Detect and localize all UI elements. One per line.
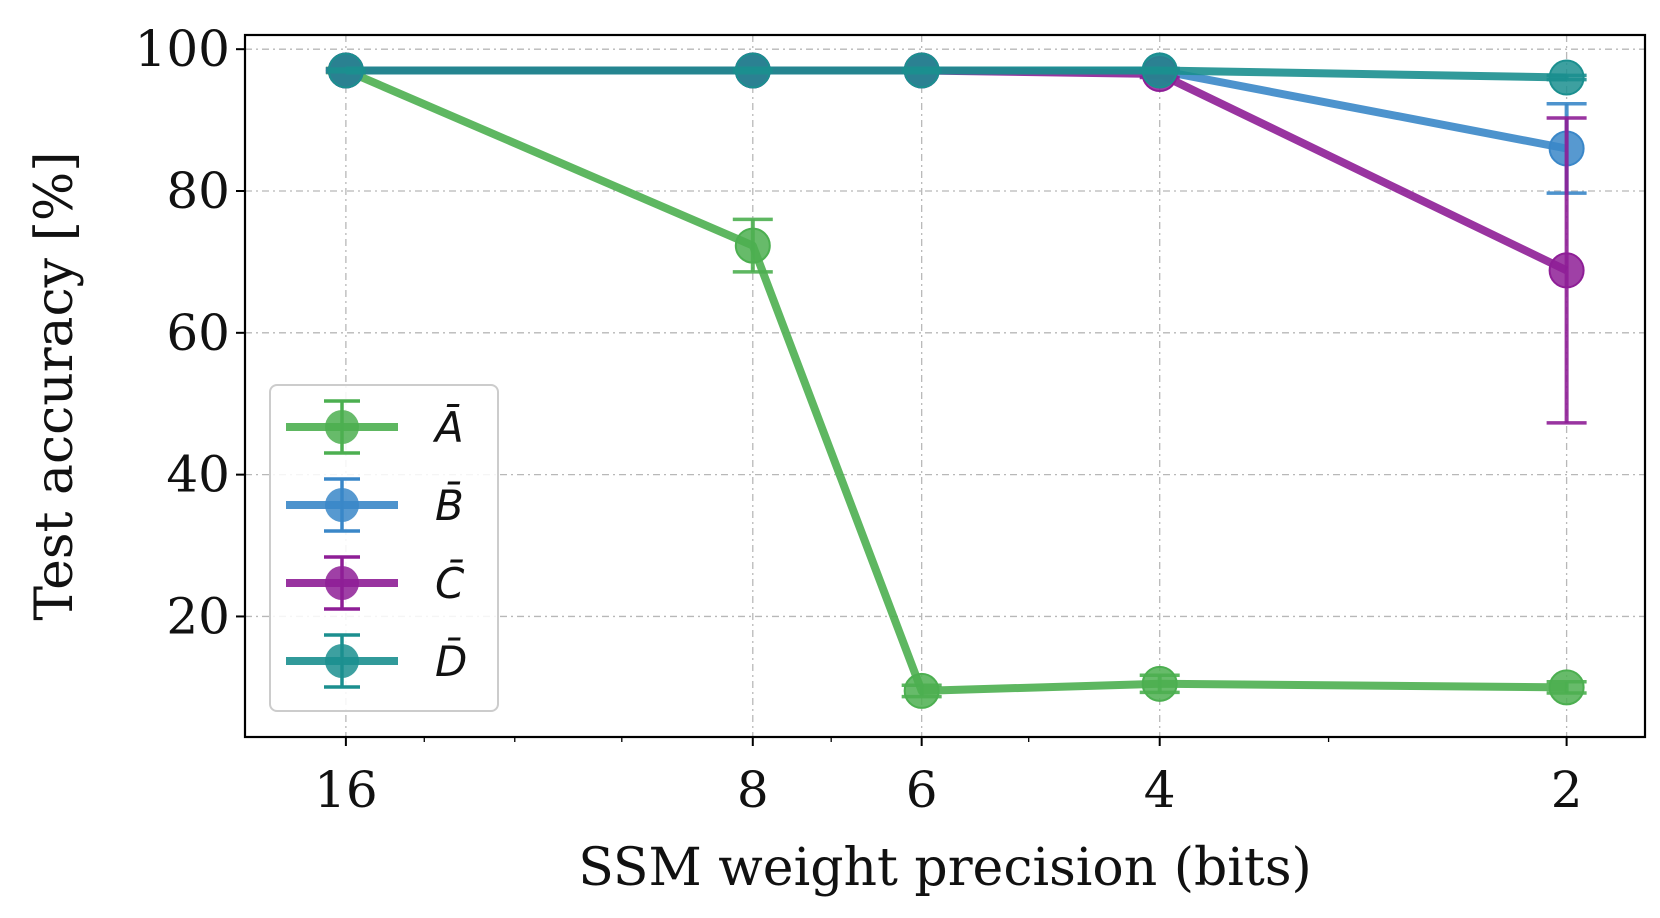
series bbox=[325, 52, 1587, 425]
series bbox=[325, 52, 1587, 96]
data-point bbox=[1141, 665, 1178, 702]
legend: Ā B̄ C̄ D̄ bbox=[269, 384, 499, 712]
legend-label: D̄ bbox=[435, 635, 467, 686]
x-tick-label: 8 bbox=[737, 761, 769, 819]
legend-label: B̄ bbox=[435, 479, 464, 530]
plot-frame bbox=[243, 33, 1647, 739]
data-point bbox=[1548, 252, 1585, 289]
y-tick-label: 60 bbox=[166, 304, 230, 362]
series bbox=[325, 52, 1587, 709]
x-tick-label: 4 bbox=[1144, 761, 1176, 819]
x-tick-label: 2 bbox=[1551, 761, 1583, 819]
data-point bbox=[734, 52, 771, 89]
legend-marker bbox=[325, 566, 359, 600]
y-tick-label: 20 bbox=[166, 587, 230, 645]
series-line bbox=[345, 66, 1569, 275]
data-point bbox=[1548, 669, 1585, 706]
y-axis-title: Test accuracy [%] bbox=[25, 151, 85, 620]
series-line bbox=[345, 66, 1568, 153]
y-tick-label: 40 bbox=[166, 446, 230, 504]
legend-box bbox=[269, 384, 499, 712]
x-tick-label: 16 bbox=[314, 761, 378, 819]
legend-marker bbox=[325, 410, 359, 444]
series-layer bbox=[325, 52, 1587, 709]
data-point bbox=[903, 52, 940, 89]
legend-label: Ā bbox=[432, 403, 464, 452]
series-line bbox=[345, 66, 1567, 82]
y-tick-label: 100 bbox=[135, 20, 230, 78]
series-line bbox=[344, 66, 1567, 695]
legend-marker bbox=[325, 644, 359, 678]
x-axis-title: SSM weight precision (bits) bbox=[578, 838, 1312, 898]
y-tick-label: 80 bbox=[166, 162, 230, 220]
data-point bbox=[734, 227, 771, 264]
data-point bbox=[1141, 52, 1178, 89]
data-point bbox=[1548, 59, 1585, 96]
axis-ticks: 16 8 6 4 2 20 40 60 80 100 bbox=[135, 20, 1583, 819]
data-point bbox=[903, 672, 940, 709]
legend-marker bbox=[325, 488, 359, 522]
legend-label: C̄ bbox=[435, 557, 465, 608]
data-point bbox=[327, 52, 364, 89]
x-tick-label: 6 bbox=[906, 761, 938, 819]
